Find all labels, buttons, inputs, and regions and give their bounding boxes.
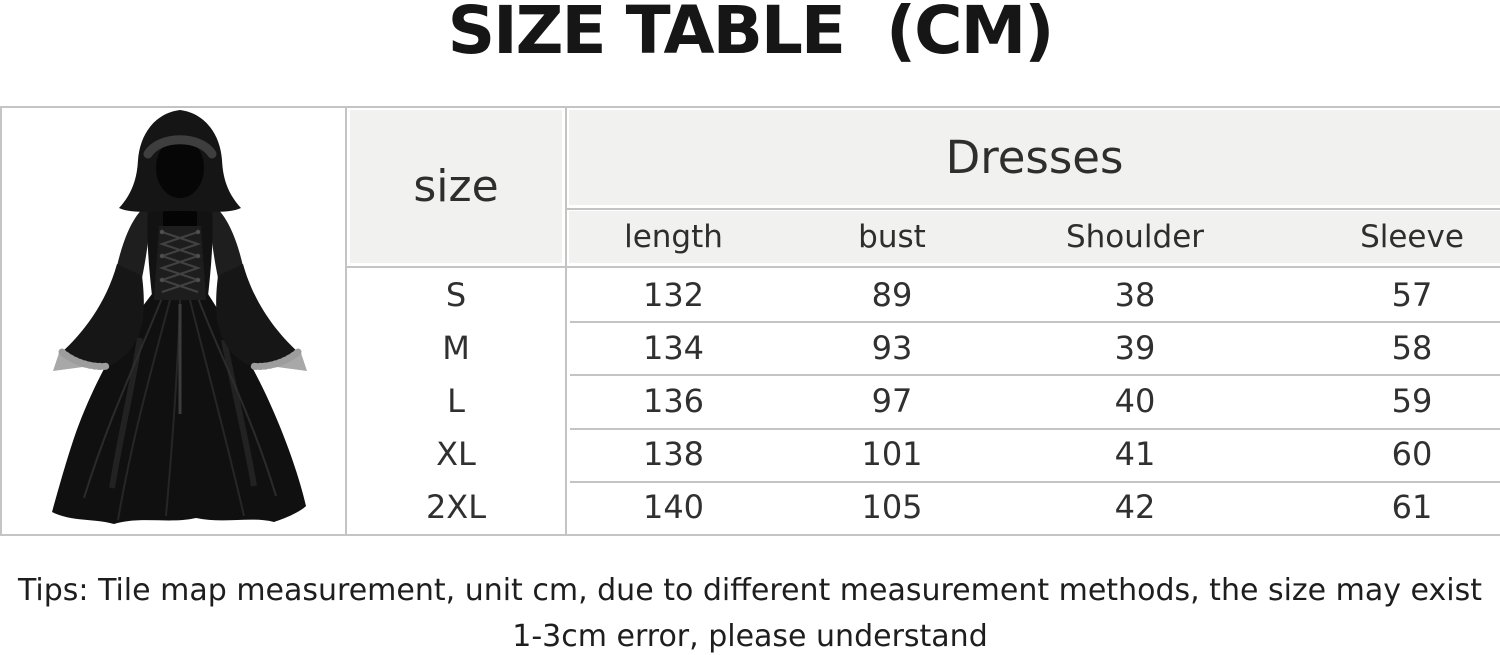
table-cell: 140 [642, 488, 705, 527]
column-header-shoulder: Shoulder [1065, 219, 1205, 255]
size-row-label: S [445, 275, 467, 314]
tips-note: Tips: Tile map measurement, unit cm, due… [0, 568, 1500, 655]
table-cell: 61 [1391, 488, 1433, 527]
group-header-cell: Dresses [569, 110, 1500, 205]
table-cell: 59 [1391, 381, 1433, 420]
frame-bottom-border [0, 534, 1500, 536]
photo-table-divider [345, 106, 347, 536]
column-header-length: length [624, 219, 723, 255]
tips-line-2: 1-3cm error, please understand [512, 619, 988, 654]
table-cell: 40 [1114, 381, 1156, 420]
size-row-label: L [447, 381, 465, 420]
row-divider [570, 321, 1500, 323]
table-cell: 101 [861, 435, 923, 474]
table-cell: 42 [1114, 488, 1156, 527]
column-header-row: length bust Shoulder Sleeve [569, 211, 1500, 263]
table-cell: 136 [642, 381, 705, 420]
table-cell: 138 [642, 435, 705, 474]
size-row-label: M [442, 328, 470, 367]
table-cell: 38 [1114, 275, 1156, 314]
size-label-column: S M L XL 2XL [347, 268, 565, 534]
dress-photo [52, 110, 307, 524]
tips-line-1: Tips: Tile map measurement, unit cm, due… [18, 573, 1482, 608]
column-header-sleeve: Sleeve [1360, 219, 1464, 255]
row-divider [570, 481, 1500, 483]
size-column-divider [565, 106, 567, 536]
table-cell: 57 [1391, 275, 1433, 314]
page-title: SIZE TABLE (CM) [447, 0, 1055, 69]
table-cell: 93 [871, 328, 913, 367]
table-cell: 39 [1114, 328, 1156, 367]
measurement-values: 132 89 38 57 134 93 39 58 136 97 40 59 1… [569, 268, 1500, 534]
group-header-divider [567, 208, 1500, 210]
table-cell: 89 [871, 275, 913, 314]
table-cell: 41 [1114, 435, 1156, 474]
table-cell: 58 [1391, 328, 1433, 367]
header-body-divider [345, 266, 1500, 268]
row-divider [570, 374, 1500, 376]
row-divider [570, 428, 1500, 430]
table-cell: 105 [861, 488, 923, 527]
frame-left-border [0, 106, 2, 536]
size-row-label: XL [436, 435, 476, 474]
column-header-bust: bust [858, 219, 926, 255]
size-header-cell: size [350, 110, 562, 263]
table-cell: 60 [1391, 435, 1433, 474]
table-cell: 132 [642, 275, 705, 314]
frame-top-border [0, 106, 1500, 108]
size-row-label: 2XL [425, 488, 487, 527]
table-cell: 97 [871, 381, 913, 420]
table-cell: 134 [642, 328, 705, 367]
